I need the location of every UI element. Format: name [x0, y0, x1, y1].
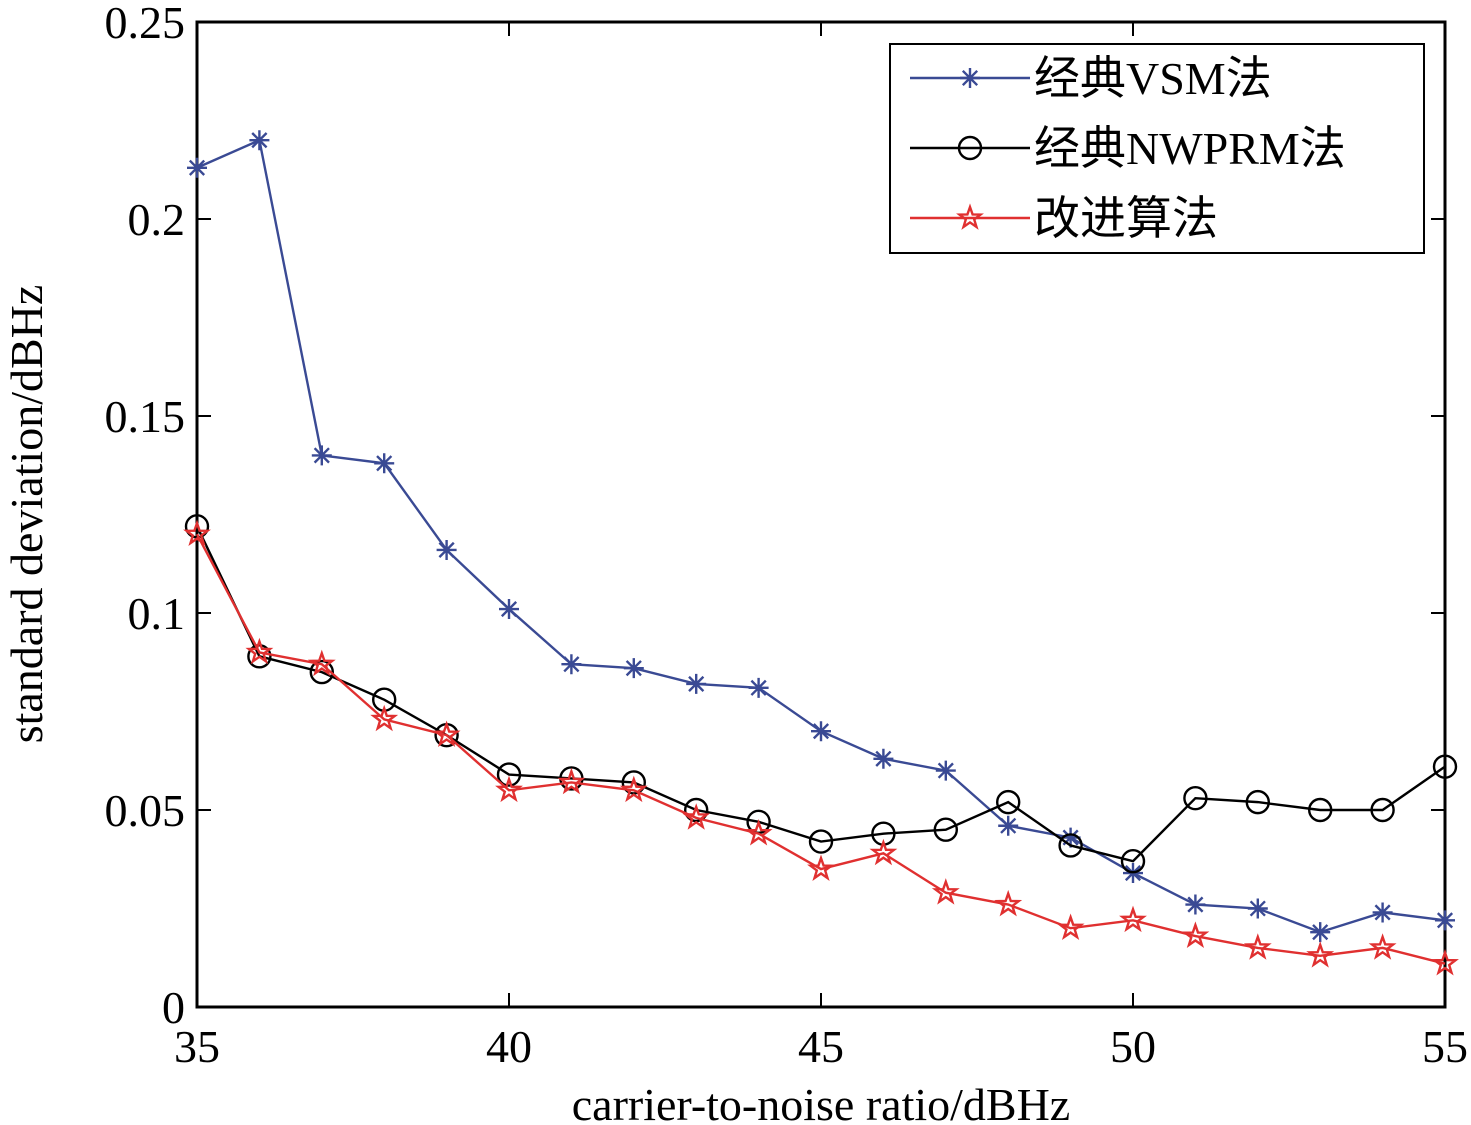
data-point: [1058, 833, 1083, 858]
data-point: [1307, 797, 1333, 823]
legend-item: 经典VSM法: [910, 53, 1272, 104]
legend-item: 经典NWPRM法: [910, 123, 1346, 174]
data-point: [183, 519, 211, 547]
data-point: [1120, 849, 1146, 874]
legend-label: 改进算法: [1034, 193, 1218, 244]
data-point: [311, 445, 332, 466]
x-tick-labels: 35 40 45 50 55: [174, 1021, 1468, 1072]
data-point: [1310, 922, 1331, 943]
y-tick-labels: 0 0.05 0.1 0.15 0.2 0.25: [105, 0, 186, 1033]
data-point: [495, 775, 523, 803]
data-point: [873, 748, 894, 769]
series-3: [183, 519, 1459, 976]
data-point: [499, 599, 519, 620]
series-2: [184, 514, 1458, 874]
data-point: [436, 539, 457, 560]
legend-item: 改进算法: [910, 193, 1218, 244]
data-point: [1060, 827, 1081, 848]
data-point: [994, 889, 1023, 917]
data-point: [1370, 797, 1395, 823]
y-tick-label: 0: [162, 982, 185, 1033]
data-point: [1245, 789, 1271, 815]
data-point: [309, 659, 334, 685]
data-point: [998, 815, 1019, 836]
data-point: [1368, 933, 1397, 960]
data-point: [561, 654, 582, 675]
data-point: [374, 453, 395, 474]
x-tick-label: 45: [798, 1021, 844, 1072]
y-tick-label: 0.25: [105, 0, 186, 48]
data-point: [807, 854, 835, 881]
data-point: [619, 775, 648, 803]
data-point: [1181, 921, 1210, 948]
data-point: [1243, 933, 1272, 960]
data-point: [1372, 902, 1393, 923]
data-point: [957, 135, 983, 161]
data-point: [935, 760, 956, 781]
y-tick-label: 0.15: [105, 391, 186, 442]
data-point: [808, 829, 834, 854]
data-point: [1247, 898, 1268, 919]
x-tick-label: 55: [1422, 1021, 1468, 1072]
data-point: [960, 68, 980, 88]
x-tick-label: 50: [1110, 1021, 1156, 1072]
x-tick-label: 35: [174, 1021, 220, 1072]
data-point: [307, 649, 336, 677]
data-point: [187, 157, 207, 178]
y-tick-label: 0.05: [105, 785, 186, 836]
data-point: [1435, 910, 1455, 931]
series-line: [195, 525, 1446, 863]
data-point: [748, 677, 769, 698]
data-point: [496, 762, 522, 787]
data-point: [245, 637, 274, 665]
data-point: [933, 817, 958, 842]
y-axis-label: standard deviation/dBHz: [1, 285, 52, 744]
data-point: [247, 644, 272, 669]
series-line: [195, 533, 1446, 965]
data-point: [249, 130, 270, 151]
data-point: [1183, 785, 1208, 811]
series-layer: [183, 130, 1459, 976]
data-point: [1431, 949, 1459, 976]
data-point: [370, 704, 399, 732]
data-point: [1185, 894, 1206, 915]
axis-ticks: [196, 21, 1446, 1008]
x-axis-label: carrier-to-noise ratio/dBHz: [572, 1079, 1070, 1125]
data-point: [686, 673, 707, 694]
data-point: [744, 818, 773, 846]
data-point: [1306, 941, 1335, 968]
data-point: [1119, 905, 1147, 933]
legend-label: 经典VSM法: [1034, 53, 1272, 104]
y-tick-label: 0.1: [128, 588, 186, 639]
data-point: [956, 203, 984, 230]
y-tick-label: 0.2: [128, 194, 186, 245]
data-point: [996, 789, 1021, 815]
data-point: [623, 658, 644, 679]
data-point: [557, 767, 586, 795]
data-point: [869, 838, 898, 866]
legend-label: 经典NWPRM法: [1034, 123, 1346, 174]
data-point: [1432, 754, 1458, 779]
data-point: [931, 878, 960, 905]
x-tick-label: 40: [486, 1021, 532, 1072]
data-point: [682, 803, 711, 830]
data-point: [1056, 913, 1085, 941]
data-point: [432, 720, 461, 747]
data-point: [811, 721, 831, 742]
